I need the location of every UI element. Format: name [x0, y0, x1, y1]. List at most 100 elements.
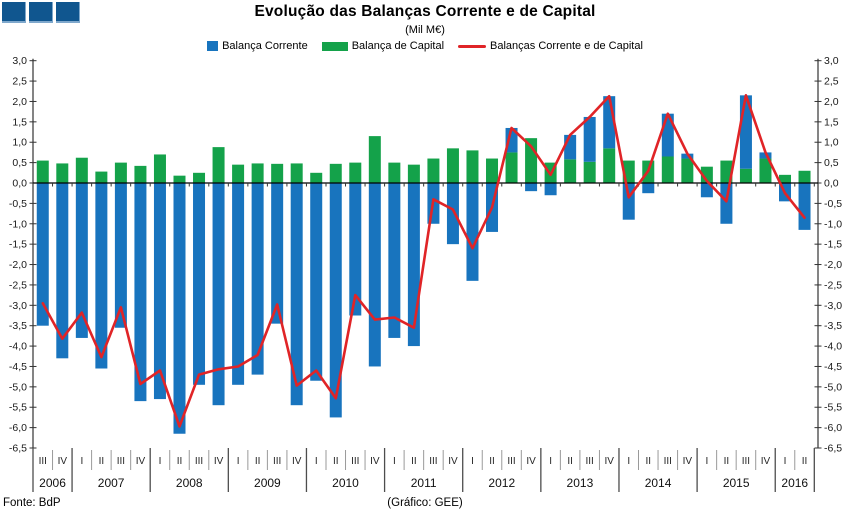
quarter-label: I — [159, 456, 162, 467]
bar-capital — [368, 136, 381, 183]
chart-subtitle: (Mil M€) — [405, 24, 445, 36]
bar-corrente — [700, 183, 713, 198]
bar-capital — [95, 171, 108, 183]
y-tick-label-left: -1,0 — [9, 218, 27, 230]
year-label: 2009 — [254, 476, 281, 490]
year-label: 2013 — [567, 476, 594, 490]
y-tick-label-left: -2,0 — [9, 259, 27, 271]
quarter-label: III — [664, 456, 672, 467]
bar-capital — [212, 147, 225, 183]
bar-corrente — [36, 183, 49, 326]
y-tick-label-left: -4,5 — [9, 361, 27, 373]
legend-swatch-corrente — [207, 41, 219, 51]
quarter-label: II — [99, 456, 105, 467]
bar-corrente — [642, 183, 655, 194]
bar-corrente — [173, 183, 186, 434]
year-label: 2011 — [411, 476, 437, 490]
bar-corrente — [388, 183, 401, 338]
bar-capital — [388, 162, 401, 183]
y-tick-label-right: 2,0 — [824, 96, 839, 108]
bar-corrente — [505, 127, 518, 153]
bar-capital — [114, 162, 127, 183]
bar-capital — [681, 158, 694, 183]
bar-capital — [661, 156, 674, 183]
quarter-label: II — [724, 456, 730, 467]
y-tick-label-left: -4,0 — [9, 341, 27, 353]
bar-corrente — [251, 183, 264, 375]
quarter-label: I — [393, 456, 396, 467]
year-label: 2014 — [645, 476, 672, 490]
y-tick-label-right: -6,5 — [824, 443, 842, 455]
bar-capital — [271, 163, 284, 183]
bar-capital — [446, 148, 459, 183]
y-tick-label-right: 2,5 — [824, 76, 839, 88]
quarter-label: IV — [761, 456, 771, 467]
quarter-label: II — [645, 456, 651, 467]
y-tick-label-left: -6,5 — [9, 443, 27, 455]
quarter-label: III — [742, 456, 750, 467]
y-tick-label-left: 0,0 — [12, 178, 27, 190]
source-note: Fonte: BdP — [3, 497, 61, 509]
bar-corrente — [75, 183, 88, 338]
bar-corrente — [466, 183, 479, 281]
y-tick-label-right: -4,5 — [824, 361, 842, 373]
total-line — [41, 94, 806, 428]
quarter-label: IV — [683, 456, 693, 467]
bar-capital — [75, 157, 88, 183]
bar-capital — [427, 158, 440, 183]
y-tick-label-left: 0,5 — [12, 157, 27, 169]
bar-corrente — [134, 183, 147, 402]
bar-corrente — [622, 183, 635, 220]
bar-corrente — [564, 134, 577, 160]
bar-capital — [153, 154, 166, 183]
bar-capital — [56, 163, 69, 183]
y-tick-label-left: 2,0 — [12, 96, 27, 108]
quarter-label: IV — [58, 456, 68, 467]
credit-note: (Gráfico: GEE) — [387, 497, 463, 509]
quarter-label: IV — [214, 456, 224, 467]
bar-corrente — [310, 183, 323, 381]
y-tick-label-left: -6,0 — [9, 422, 27, 434]
bar-capital — [564, 159, 577, 183]
bar-capital — [349, 162, 362, 183]
logo — [2, 2, 80, 23]
quarter-label: III — [117, 456, 125, 467]
y-tick-label-right: -2,5 — [824, 279, 842, 291]
y-tick-label-right: -5,0 — [824, 381, 842, 393]
year-label: 2008 — [176, 476, 203, 490]
quarter-label: IV — [136, 456, 146, 467]
bar-capital — [603, 148, 616, 183]
bar-capital — [173, 175, 186, 183]
quarter-label: IV — [370, 456, 380, 467]
bar-corrente — [153, 183, 166, 400]
y-tick-label-left: -5,5 — [9, 402, 27, 414]
y-tick-label-left: 3,0 — [12, 55, 27, 67]
quarter-label: IV — [526, 456, 536, 467]
bar-corrente — [232, 183, 245, 385]
bar-corrente — [329, 183, 342, 418]
y-tick-label-right: 3,0 — [824, 55, 839, 67]
quarter-label: I — [315, 456, 318, 467]
bar-corrente — [583, 116, 596, 162]
y-tick-label-left: -0,5 — [9, 198, 27, 210]
year-label: 2012 — [488, 476, 515, 490]
quarter-label: III — [586, 456, 594, 467]
y-tick-label-left: 1,5 — [12, 116, 27, 128]
y-tick-label-left: 2,5 — [12, 76, 27, 88]
quarter-label: III — [429, 456, 437, 467]
quarter-label: III — [273, 456, 281, 467]
bar-capital — [798, 170, 811, 183]
bar-capital — [290, 163, 303, 183]
quarter-label: I — [627, 456, 630, 467]
bar-corrente — [759, 152, 772, 159]
legend-label-total: Balanças Corrente e de Capital — [490, 40, 643, 52]
quarter-label: II — [411, 456, 417, 467]
quarter-label: I — [705, 456, 708, 467]
y-tick-label-right: -1,0 — [824, 218, 842, 230]
quarter-label: II — [489, 456, 495, 467]
quarter-label: III — [195, 456, 203, 467]
legend-item-total: Balanças Corrente e de Capital — [458, 40, 643, 52]
bar-corrente — [114, 183, 127, 328]
bar-capital — [759, 158, 772, 183]
